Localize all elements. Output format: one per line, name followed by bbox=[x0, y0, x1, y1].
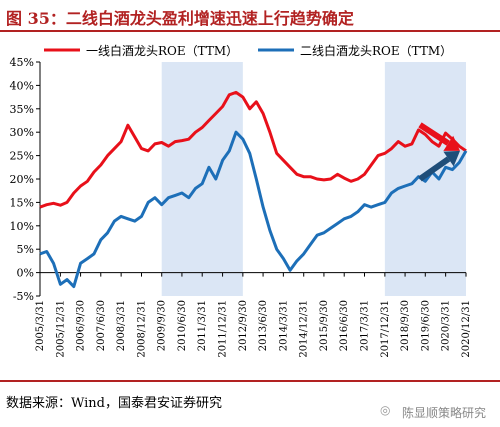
y-tick-label: 30% bbox=[10, 126, 34, 139]
y-tick-label: 15% bbox=[10, 196, 34, 209]
y-tick-label: 0% bbox=[17, 267, 34, 280]
x-tick-label: 2012/9/30 bbox=[238, 300, 249, 351]
x-tick-label: 2008/12/31 bbox=[137, 300, 148, 358]
figure-title-bar: 图 35：二线白酒龙头盈利增速迅速上行趋势确定 bbox=[0, 0, 500, 32]
y-tick-label: 10% bbox=[10, 220, 34, 233]
x-tick-label: 2014/3/31 bbox=[278, 300, 289, 351]
x-tick-label: 2014/12/31 bbox=[299, 300, 310, 358]
x-tick-label: 2008/3/31 bbox=[116, 300, 127, 351]
x-tick-label: 2005/3/31 bbox=[35, 300, 46, 351]
y-axis-ticks: -5% 0% 5% 10% 15% 20% 25% 30% 35% 40% 45% bbox=[10, 56, 40, 303]
series-line-tier2 bbox=[39, 130, 468, 289]
x-tick-label: 2019/6/30 bbox=[420, 300, 431, 351]
figure-footer: 数据来源：Wind，国泰君安证券研究 ◎ 陈显顺策略研究 bbox=[0, 380, 500, 427]
shaded-period-0 bbox=[161, 62, 243, 296]
x-tick-label: 2006/9/30 bbox=[76, 300, 87, 351]
x-tick-label: 2017/3/31 bbox=[359, 300, 370, 351]
series-lines bbox=[39, 90, 468, 289]
data-source: 数据来源：Wind，国泰君安证券研究 bbox=[6, 396, 222, 411]
legend: 一线白酒龙头ROE（TTM） 二线白酒龙头ROE（TTM） bbox=[44, 43, 452, 58]
y-tick-label: 35% bbox=[10, 103, 34, 116]
x-tick-label: 2015/9/30 bbox=[319, 300, 330, 351]
x-tick-label: 2009/9/30 bbox=[157, 300, 168, 351]
y-tick-label: 45% bbox=[10, 56, 34, 69]
up-arrow-icon bbox=[418, 156, 451, 182]
y-tick-label: 5% bbox=[17, 243, 34, 256]
roe-line-chart: -5% 0% 5% 10% 15% 20% 25% 30% 35% 40% 45% 2005/3/3… bbox=[10, 43, 472, 358]
up-arrow-head-icon bbox=[443, 150, 460, 167]
x-tick-label: 2016/6/30 bbox=[339, 300, 350, 351]
watermark: 陈显顺策略研究 bbox=[401, 406, 486, 420]
x-tick-label: 2013/6/30 bbox=[258, 300, 269, 351]
x-tick-label: 2018/9/30 bbox=[400, 300, 411, 351]
x-tick-label: 2020/3/31 bbox=[441, 300, 452, 351]
y-tick-label: 40% bbox=[10, 79, 34, 92]
down-arrow-icon bbox=[418, 122, 450, 146]
y-tick-label: 25% bbox=[10, 150, 34, 163]
x-tick-label: 2020/12/31 bbox=[461, 300, 472, 358]
y-tick-label: -5% bbox=[13, 290, 34, 303]
x-tick-label: 2005/12/31 bbox=[55, 300, 66, 358]
wechat-icon: ◎ bbox=[380, 403, 391, 417]
series-line-tier1 bbox=[39, 90, 467, 209]
legend-label: 二线白酒龙头ROE（TTM） bbox=[300, 43, 452, 58]
legend-label: 一线白酒龙头ROE（TTM） bbox=[86, 43, 238, 58]
x-axis-ticks: 2005/3/31 2005/12/31 2006/9/30 2007/6/30 200… bbox=[35, 272, 472, 358]
x-tick-label: 2017/12/31 bbox=[380, 300, 391, 358]
figure-title: 图 35：二线白酒龙头盈利增速迅速上行趋势确定 bbox=[6, 9, 354, 28]
x-tick-label: 2011/3/31 bbox=[197, 300, 208, 351]
x-tick-label: 2011/12/31 bbox=[218, 300, 229, 358]
trend-arrows bbox=[418, 122, 460, 182]
down-arrow-head-icon bbox=[443, 135, 460, 151]
x-tick-label: 2007/6/30 bbox=[96, 300, 107, 351]
y-tick-label: 20% bbox=[10, 173, 34, 186]
x-tick-label: 2010/6/30 bbox=[177, 300, 188, 351]
